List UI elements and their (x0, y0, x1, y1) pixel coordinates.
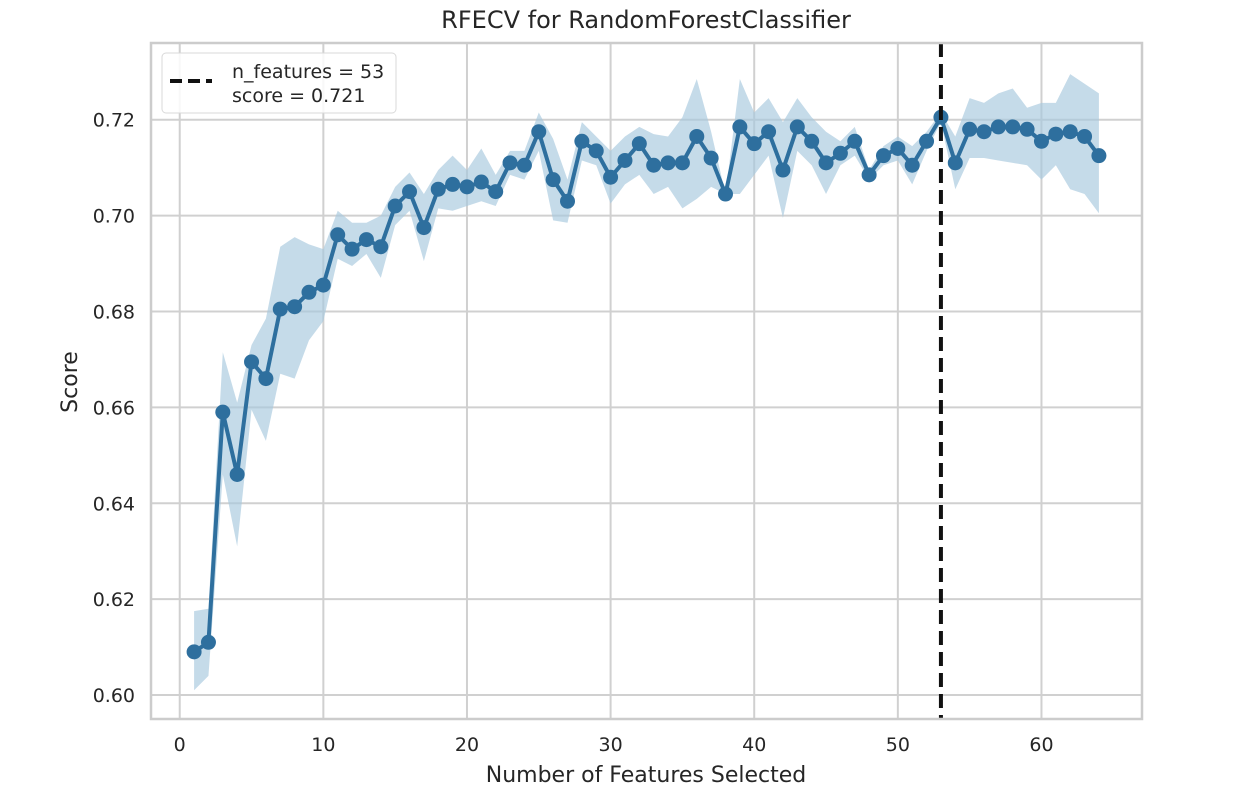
score-point (330, 227, 346, 243)
score-point (919, 133, 935, 149)
x-tick-label: 60 (1029, 734, 1053, 756)
score-point (646, 157, 662, 173)
score-point (215, 404, 231, 420)
score-point (990, 119, 1006, 135)
score-point (459, 179, 475, 195)
y-tick-label: 0.72 (93, 110, 135, 132)
score-point (1033, 133, 1049, 149)
score-point (358, 232, 374, 248)
x-tick-label: 50 (886, 734, 910, 756)
score-point (904, 157, 920, 173)
score-point (373, 239, 389, 255)
legend-box (161, 52, 397, 114)
x-axis-label: Number of Features Selected (486, 763, 807, 788)
score-point (488, 184, 504, 200)
score-point (717, 186, 733, 202)
score-point (344, 241, 360, 257)
score-point (674, 155, 690, 171)
score-point (861, 167, 877, 183)
score-point (732, 119, 748, 135)
score-point (387, 198, 403, 214)
score-point (502, 155, 518, 171)
score-point (761, 124, 777, 140)
plot-frame (149, 41, 1144, 721)
y-axis-label: Score (58, 351, 83, 413)
score-point (703, 150, 719, 166)
score-point (545, 172, 561, 188)
score-point (847, 133, 863, 149)
y-tick-label: 0.68 (93, 301, 135, 323)
score-point (890, 140, 906, 156)
y-tick-label: 0.70 (93, 206, 135, 228)
score-point (272, 301, 288, 317)
score-point (875, 148, 891, 164)
score-point (617, 152, 633, 168)
score-point (258, 371, 274, 387)
score-series (186, 109, 1107, 660)
score-point (430, 181, 446, 197)
score-point (574, 133, 590, 149)
legend-score: score = 0.721 (232, 85, 365, 107)
score-point (962, 121, 978, 137)
score-point (1019, 121, 1035, 137)
score-point (789, 119, 805, 135)
score-point (229, 466, 245, 482)
score-point (200, 634, 216, 650)
y-tick-label: 0.60 (93, 685, 135, 707)
score-point (631, 136, 647, 152)
score-point (588, 143, 604, 159)
score-point (186, 644, 202, 660)
score-point (1005, 119, 1021, 135)
score-point (660, 155, 676, 171)
score-point (1077, 128, 1093, 144)
legend: n_features = 53 score = 0.721 (161, 52, 397, 114)
y-tick-label: 0.64 (93, 493, 135, 515)
score-point (1091, 148, 1107, 164)
score-point (689, 128, 705, 144)
score-point (560, 193, 576, 209)
score-point (832, 145, 848, 161)
chart-title: RFECV for RandomForestClassifier (441, 6, 851, 34)
score-point (804, 133, 820, 149)
score-point (244, 354, 260, 370)
score-point (287, 299, 303, 315)
score-point (402, 184, 418, 200)
score-point (445, 176, 461, 192)
score-point (531, 124, 547, 140)
x-tick-label: 40 (742, 734, 766, 756)
score-point (603, 169, 619, 185)
legend-n-features: n_features = 53 (232, 61, 384, 83)
x-tick-label: 30 (599, 734, 623, 756)
score-point (315, 277, 331, 293)
x-tick-label: 10 (311, 734, 335, 756)
y-axis-ticks: 0.60 0.62 0.64 0.66 0.68 0.70 0.72 (93, 110, 135, 707)
y-tick-label: 0.66 (93, 397, 135, 419)
score-point (473, 174, 489, 190)
score-point (516, 157, 532, 173)
score-line (192, 115, 1101, 654)
score-point (947, 155, 963, 171)
score-point (746, 136, 762, 152)
score-point (818, 155, 834, 171)
score-point (775, 162, 791, 178)
x-tick-label: 0 (174, 734, 186, 756)
score-point (1062, 124, 1078, 140)
score-point (416, 220, 432, 236)
score-point (301, 284, 317, 300)
y-tick-label: 0.62 (93, 589, 135, 611)
score-point (976, 124, 992, 140)
x-tick-label: 20 (455, 734, 479, 756)
x-axis-ticks: 0 10 20 30 40 50 60 (174, 734, 1054, 756)
score-point (1048, 126, 1064, 142)
